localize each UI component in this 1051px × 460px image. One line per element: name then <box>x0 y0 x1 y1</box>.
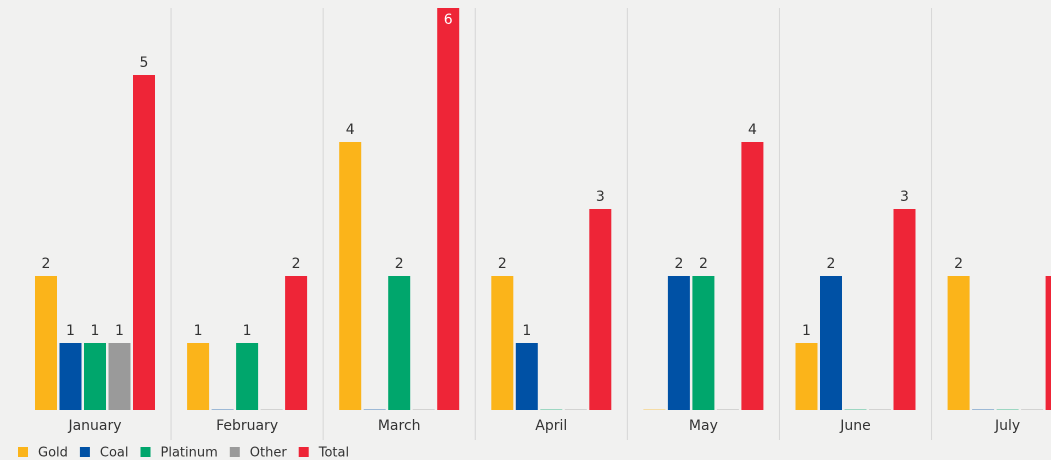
value-label: 3 <box>596 189 605 205</box>
bar <box>108 343 131 410</box>
bar <box>564 409 587 410</box>
bar <box>211 409 234 410</box>
bar <box>893 209 916 410</box>
bar <box>437 8 460 410</box>
value-label: 6 <box>444 12 453 28</box>
value-label: 1 <box>243 323 252 339</box>
value-label: 2 <box>498 256 507 272</box>
bar <box>515 343 538 410</box>
bar <box>869 409 891 410</box>
bar <box>388 276 411 410</box>
bar <box>716 409 739 410</box>
legend-swatch <box>140 447 151 457</box>
bar <box>947 276 970 410</box>
bar <box>844 409 867 410</box>
bar <box>84 343 106 410</box>
legend-swatch <box>79 447 90 457</box>
bar <box>1021 409 1044 410</box>
value-label: 1 <box>802 323 811 339</box>
bar <box>741 142 764 410</box>
bar <box>339 142 362 410</box>
x-tick-label: February <box>216 418 278 434</box>
value-label: 1 <box>91 323 100 339</box>
bar <box>412 409 435 410</box>
value-label: 2 <box>292 256 301 272</box>
x-tick-label: April <box>535 418 567 434</box>
value-label: 4 <box>346 122 355 138</box>
bar <box>820 276 842 410</box>
value-label: 4 <box>748 122 757 138</box>
bar <box>972 409 995 410</box>
value-label: 2 <box>395 256 404 272</box>
value-label: 1 <box>66 323 75 339</box>
bar <box>643 409 666 410</box>
bar <box>236 343 259 410</box>
value-label: 1 <box>115 323 124 339</box>
value-label: 2 <box>699 256 708 272</box>
value-label: 3 <box>900 189 909 205</box>
value-label: 5 <box>140 55 149 71</box>
x-tick-label: January <box>67 418 121 434</box>
x-tick-label: July <box>994 418 1020 434</box>
bar <box>187 343 210 410</box>
value-label: 2 <box>42 256 51 272</box>
legend-swatch <box>298 447 309 457</box>
bar <box>996 409 1019 410</box>
bar <box>285 276 308 410</box>
x-tick-label: March <box>378 418 421 434</box>
bar <box>59 343 82 410</box>
bar <box>35 276 57 410</box>
legend-swatch <box>18 447 28 457</box>
legend-label: Gold <box>38 446 68 460</box>
value-label: 2 <box>954 256 963 272</box>
value-label: 1 <box>522 323 531 339</box>
bar <box>363 409 386 410</box>
bar <box>1045 276 1051 410</box>
bar <box>589 209 612 410</box>
bar <box>795 343 818 410</box>
legend-label: Platinum <box>161 446 218 460</box>
bar <box>692 276 715 410</box>
legend-swatch <box>229 447 240 457</box>
legend-label: Coal <box>100 446 129 460</box>
bar <box>667 276 690 410</box>
value-label: 2 <box>827 256 836 272</box>
bar <box>491 276 514 410</box>
bar <box>133 75 155 410</box>
bar <box>540 409 563 410</box>
bar <box>260 409 283 410</box>
value-label: 1 <box>194 323 203 339</box>
x-tick-label: June <box>839 418 871 434</box>
legend-label: Other <box>250 446 288 460</box>
value-label: 2 <box>674 256 683 272</box>
legend-label: Total <box>318 446 349 460</box>
x-tick-label: May <box>689 418 718 434</box>
